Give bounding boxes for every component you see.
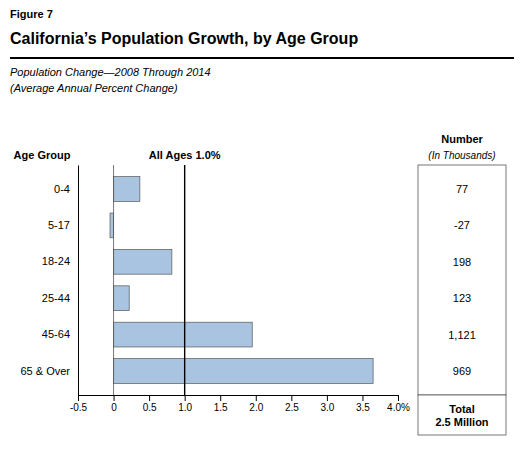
y-tick-label: 25-44 (42, 292, 70, 304)
x-tick-mark (398, 395, 399, 401)
bar (114, 177, 140, 202)
x-tick: -0.5 (70, 395, 88, 413)
y-tick: 18-24 (42, 255, 78, 267)
x-tick: 3.5 (356, 395, 370, 413)
x-tick: 1.0 (178, 395, 192, 413)
x-tick-label: 3.5 (356, 402, 370, 413)
bar (114, 249, 172, 274)
y-label: Age Group (14, 149, 71, 161)
x-tick-mark (256, 395, 257, 401)
chart: Figure 7 California’s Population Growth, … (0, 0, 524, 461)
number-label: -27 (454, 219, 470, 231)
x-tick: 3.0 (320, 395, 334, 413)
x-tick: 2.0 (249, 395, 263, 413)
title: California’s Population Growth, by Age G… (10, 30, 358, 47)
x-tick: 0.5 (143, 395, 157, 413)
y-axis-line (78, 166, 79, 396)
bar (114, 286, 130, 311)
x-tick-mark (362, 395, 363, 401)
total-label: 2.5 Million (435, 416, 488, 428)
y-tick: 5-17 (48, 219, 78, 231)
total-box (418, 395, 506, 435)
x-tick-label: 0.5 (143, 402, 157, 413)
y-tick: 45-64 (42, 328, 78, 340)
y-tick: 0-4 (54, 183, 78, 195)
bar (114, 359, 374, 384)
x-tick-mark (185, 395, 186, 401)
x-tick-mark (149, 395, 150, 401)
subtitle: (Average Annual Percent Change) (10, 82, 178, 94)
x-tick-mark (220, 395, 221, 401)
number-label: 77 (456, 183, 468, 195)
y-tick-label: 65 & Over (20, 365, 70, 377)
x-tick: 4.0% (387, 395, 410, 413)
x-tick-label: 1.5 (214, 402, 228, 413)
number-label: 969 (453, 365, 471, 377)
number-label: 1,121 (448, 329, 476, 341)
number-label: 123 (453, 292, 471, 304)
bar (110, 213, 114, 238)
x-tick: 0 (111, 395, 117, 413)
y-tick: 25-44 (42, 292, 78, 304)
title-rule (10, 57, 514, 59)
x-axis-line (79, 396, 399, 402)
number-box (418, 165, 506, 395)
bar (114, 322, 253, 347)
x-tick-label: 0 (111, 402, 117, 413)
x-tick-label: 2.0 (249, 402, 263, 413)
x-tick-mark (291, 395, 292, 401)
x-tick-label: 3.0 (320, 402, 334, 413)
number-header: Number (441, 133, 483, 145)
total-label: Total (449, 403, 474, 415)
x-tick-label: 1.0 (178, 402, 192, 413)
y-tick-label: 18-24 (42, 255, 70, 267)
x-tick: 1.5 (214, 395, 228, 413)
figure-label: Figure 7 (10, 8, 53, 20)
x-tick-mark (78, 395, 79, 401)
y-tick: 65 & Over (20, 365, 78, 377)
y-tick-label: 5-17 (48, 219, 70, 231)
number-subheader: (In Thousands) (428, 150, 495, 161)
subtitle: Population Change—2008 Through 2014 (10, 66, 211, 78)
reference-line (184, 165, 185, 395)
y-axis: 0-4 5-17 18-24 25-44 45-64 65 & Over (20, 166, 78, 396)
y-tick-label: 0-4 (54, 183, 70, 195)
x-tick-mark (327, 395, 328, 401)
x-axis: -0.5 0 0.5 1.0 1.5 2.0 2.5 3.0 3.5 4.0% (70, 395, 410, 413)
x-tick-label: 4.0% (387, 402, 410, 413)
x-tick: 2.5 (285, 395, 299, 413)
reference-label: All Ages 1.0% (149, 149, 221, 161)
x-tick-label: 2.5 (285, 402, 299, 413)
number-label: 198 (453, 256, 471, 268)
y-tick-label: 45-64 (42, 328, 70, 340)
zero-line (113, 165, 114, 395)
x-tick-label: -0.5 (70, 402, 88, 413)
x-tick-mark (114, 395, 115, 401)
plot-area (110, 165, 373, 395)
